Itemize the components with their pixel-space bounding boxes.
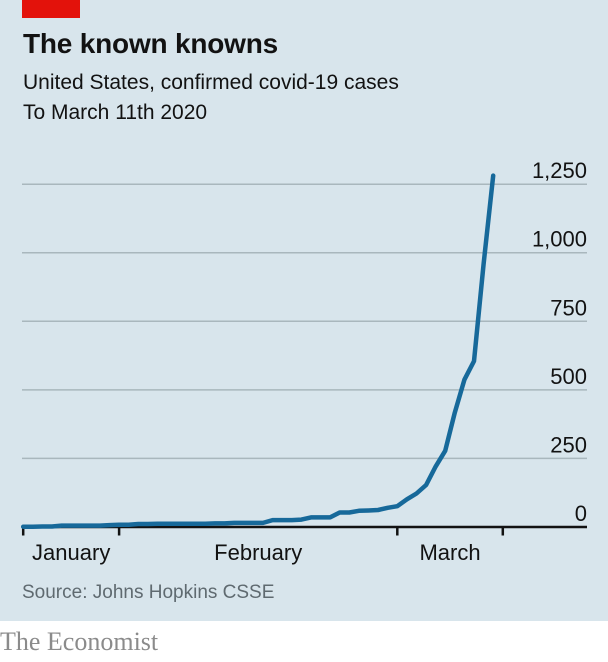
chart-subtitle: United States, confirmed covid-19 cases [23, 71, 399, 94]
y-tick-label: 1,250 [532, 158, 587, 183]
economist-red-tab [22, 0, 80, 18]
y-tick-label: 250 [550, 432, 587, 457]
chart-svg: 1,250 1,000 750 500 250 0 January February March [20, 158, 587, 565]
chart-period: To March 11th 2020 [23, 101, 208, 124]
chart-panel: The known knowns United States, confirme… [0, 0, 608, 621]
chart-title: The known knowns [23, 28, 279, 59]
month-label: March [419, 540, 480, 565]
y-tick-label: 0 [575, 501, 587, 526]
month-label: February [214, 540, 302, 565]
cases-line [20, 173, 496, 529]
y-tick-label: 750 [550, 295, 587, 320]
y-tick-label: 500 [550, 364, 587, 389]
economist-wordmark: The Economist [0, 627, 159, 656]
source-note: Source: Johns Hopkins CSSE [22, 582, 275, 603]
chart-header: The known knowns United States, confirme… [23, 28, 583, 128]
y-tick-label: 1,000 [532, 227, 587, 252]
month-label: January [32, 540, 110, 565]
